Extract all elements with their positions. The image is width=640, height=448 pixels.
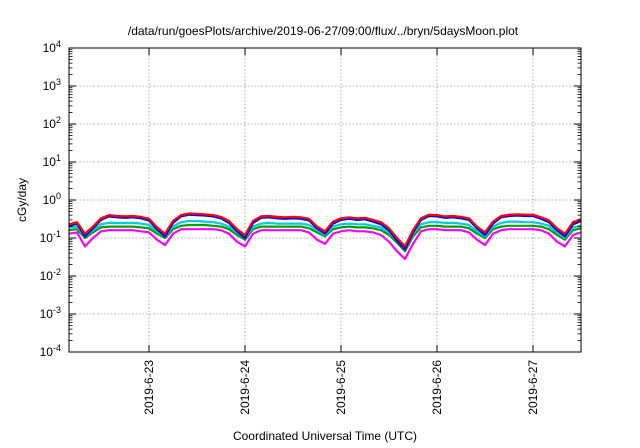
series-group (68, 212, 582, 261)
x-tick-label: 2019-6-27 (526, 360, 540, 415)
y-tick-label: 10-4 (40, 343, 61, 359)
x-tick-label: 2019-6-24 (238, 360, 252, 415)
x-tick-labels: 2019-6-23 2019-6-24 2019-6-25 2019-6-26 2019… (142, 360, 540, 415)
x-axis-label: Coordinated Universal Time (UTC) (233, 429, 417, 443)
y-tick-labels: 10-4 10-3 10-2 10-1 100 101 102 103 104 (40, 39, 61, 359)
y-tick-label: 101 (43, 153, 61, 169)
y-axis-label: cGy/day (15, 178, 29, 222)
chart-title: /data/run/goesPlots/archive/2019-06-27/0… (128, 24, 519, 38)
x-tick-label: 2019-6-23 (142, 360, 156, 415)
y-tick-label: 103 (43, 77, 61, 93)
series-line-1 (68, 212, 582, 248)
y-tick-label: 102 (43, 115, 61, 131)
y-tick-label: 100 (43, 191, 61, 207)
x-tick-label: 2019-6-25 (334, 360, 348, 415)
y-tick-label: 10-1 (40, 229, 61, 245)
y-tick-label: 104 (43, 39, 61, 55)
y-tick-label: 10-3 (40, 305, 61, 321)
series-line-2 (68, 213, 582, 251)
x-tick-label: 2019-6-26 (430, 360, 444, 415)
series-line-3 (68, 219, 582, 251)
series-line-4 (68, 223, 582, 253)
y-tick-label: 10-2 (40, 267, 61, 283)
ticks (69, 47, 581, 353)
series-line-5 (68, 228, 582, 261)
